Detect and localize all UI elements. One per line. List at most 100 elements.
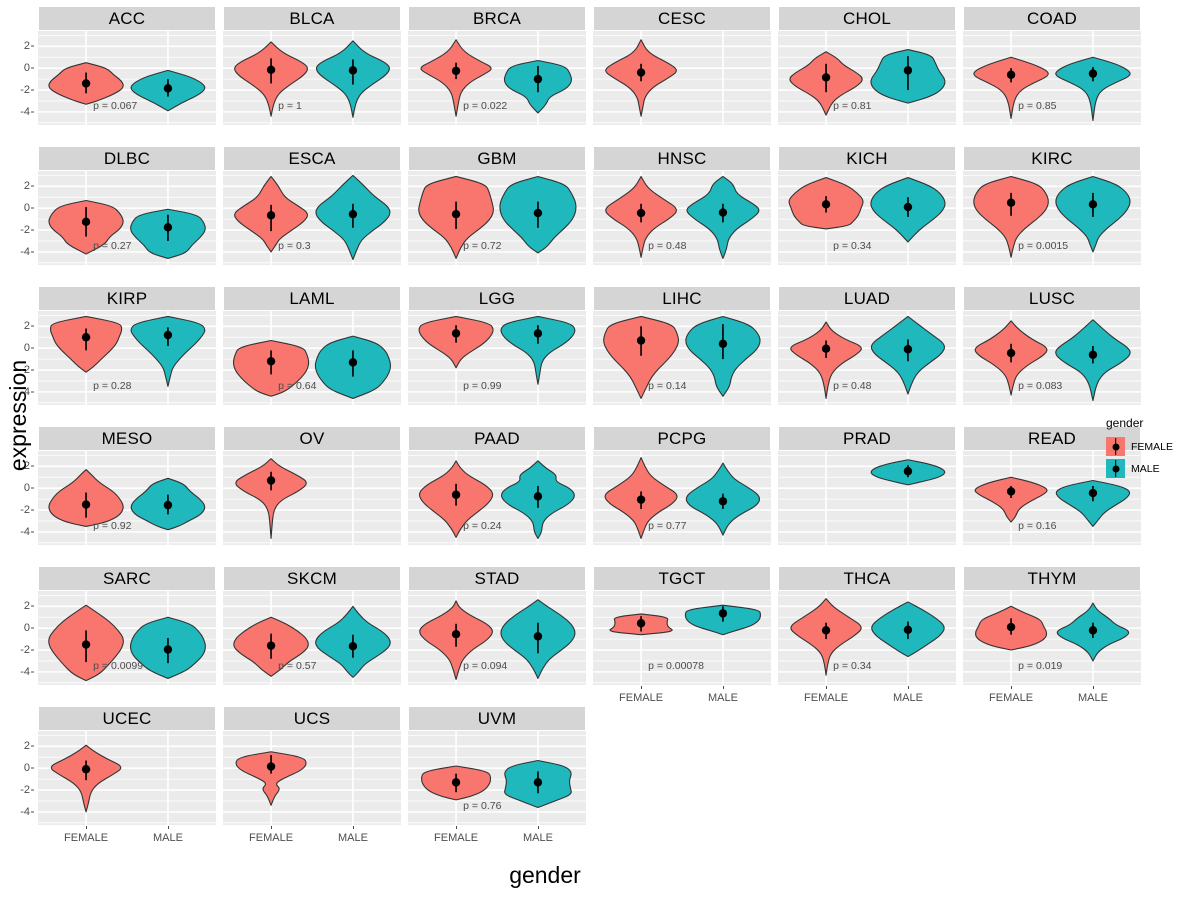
violin-male — [130, 315, 206, 387]
p-value-annotation: p = 0.72 — [463, 240, 501, 252]
violin-female — [973, 175, 1049, 258]
y-tick-label: -4 — [20, 385, 30, 398]
facet-panel: p = 0.3 — [223, 171, 401, 265]
violin-female — [789, 51, 863, 116]
y-axis-ticks: 2 0 -2 -4 — [0, 311, 34, 405]
y-tick-mark — [31, 207, 34, 209]
p-value-annotation: p = 1 — [278, 100, 302, 112]
y-tick-mark — [31, 789, 34, 791]
y-axis-ticks: 2 0 -2 -4 — [0, 451, 34, 545]
x-tick-label: MALE — [522, 832, 553, 844]
legend-key-swatch — [1106, 459, 1125, 478]
x-tick-mark — [86, 826, 88, 829]
y-tick-label: 0 — [23, 62, 30, 75]
x-tick-mark — [456, 826, 458, 829]
violin-male — [1055, 56, 1131, 122]
y-tick-mark — [31, 391, 34, 393]
x-tick-mark — [271, 826, 273, 829]
p-value-annotation: p = 0.14 — [648, 380, 686, 392]
facet-acc: ACC p = 0.067 — [38, 6, 216, 125]
x-tick-mark — [1011, 686, 1013, 689]
facet-skcm: SKCM p = 0.57 — [223, 566, 401, 685]
p-value-annotation: p = 0.85 — [1018, 100, 1056, 112]
facet-strip-label: THYM — [963, 566, 1141, 591]
x-tick-label: MALE — [152, 832, 183, 844]
x-tick-mark — [826, 686, 828, 689]
violin-female — [420, 39, 492, 117]
violin-male — [685, 462, 761, 536]
facet-strip-label: UCEC — [38, 706, 216, 731]
facet-kich: KICH p = 0.34 — [778, 146, 956, 265]
x-tick-label: FEMALE — [64, 832, 109, 844]
facet-strip-label: GBM — [408, 146, 586, 171]
violin-female — [235, 458, 307, 539]
facet-strip-label: MESO — [38, 426, 216, 451]
facet-panel: p = 0.24 — [408, 451, 586, 545]
x-axis-title: gender — [509, 862, 581, 888]
p-value-annotation: p = 0.019 — [1018, 660, 1062, 672]
violin-female — [48, 604, 124, 682]
y-tick-mark — [31, 487, 34, 489]
facet-panel — [593, 31, 771, 125]
violin-female — [418, 460, 494, 538]
facet-panel: p = 0.72 — [408, 171, 586, 265]
x-tick-label: FEMALE — [249, 832, 294, 844]
violin-male — [871, 601, 945, 658]
violin-male — [684, 604, 762, 636]
p-value-annotation: p = 0.0015 — [1018, 240, 1068, 252]
facet-strip-label: THCA — [778, 566, 956, 591]
p-value-annotation: p = 0.48 — [833, 380, 871, 392]
violin-female — [234, 41, 308, 117]
facet-strip-label: ACC — [38, 6, 216, 31]
violin-female — [973, 56, 1049, 119]
x-tick-label: FEMALE — [619, 692, 664, 704]
violin-male — [870, 315, 946, 395]
y-tick-label: -2 — [20, 84, 30, 97]
y-tick-mark — [31, 745, 34, 747]
violin-female — [605, 175, 677, 258]
violin-female — [418, 175, 494, 259]
facet-blca: BLCA p = 1 — [223, 6, 401, 125]
facet-strip-label: UCS — [223, 706, 401, 731]
p-value-annotation: p = 0.022 — [463, 100, 507, 112]
y-tick-mark — [31, 671, 34, 673]
p-value-annotation: p = 0.28 — [93, 380, 131, 392]
y-tick-mark — [31, 465, 34, 467]
legend-item-male[interactable]: MALE — [1106, 459, 1198, 478]
facet-panel: p = 0.99 — [408, 311, 586, 405]
facet-panel: p = 0.85 — [963, 31, 1141, 125]
facet-strip-label: SARC — [38, 566, 216, 591]
facet-lusc: LUSC p = 0.083 — [963, 286, 1141, 405]
facet-coad: COAD p = 0.85 — [963, 6, 1141, 125]
p-value-annotation: p = 0.067 — [93, 100, 137, 112]
y-tick-mark — [31, 251, 34, 253]
violin-female — [50, 744, 122, 813]
x-axis-ticks: FEMALE MALE — [963, 686, 1141, 708]
violin-female — [603, 315, 679, 399]
legend-item-female[interactable]: FEMALE — [1106, 437, 1198, 456]
facet-panel: p = 0.34 — [778, 171, 956, 265]
violin-female — [419, 600, 493, 681]
p-value-annotation: p = 0.0099 — [93, 660, 143, 672]
x-tick-label: MALE — [1077, 692, 1108, 704]
facet-strip-label: COAD — [963, 6, 1141, 31]
violin-male — [504, 759, 572, 809]
facet-panel: p = 0.022 — [408, 31, 586, 125]
facet-panel: p = 0.0099 — [38, 591, 216, 685]
y-tick-mark — [31, 369, 34, 371]
facet-panel: p = 0.48 — [593, 171, 771, 265]
violin-female — [974, 476, 1048, 523]
facet-strip-label: PCPG — [593, 426, 771, 451]
y-tick-label: 2 — [23, 180, 30, 193]
p-value-annotation: p = 0.24 — [463, 520, 501, 532]
y-tick-label: -2 — [20, 784, 30, 797]
violin-female — [975, 605, 1048, 651]
facet-pcpg: PCPG p = 0.77 — [593, 426, 771, 545]
facet-strip-label: LGG — [408, 286, 586, 311]
violin-male — [500, 315, 576, 385]
x-tick-mark — [352, 826, 354, 829]
facet-panel: p = 1 — [223, 31, 401, 125]
facet-meso: MESO p = 0.92 — [38, 426, 216, 545]
p-value-annotation: p = 0.81 — [833, 100, 871, 112]
